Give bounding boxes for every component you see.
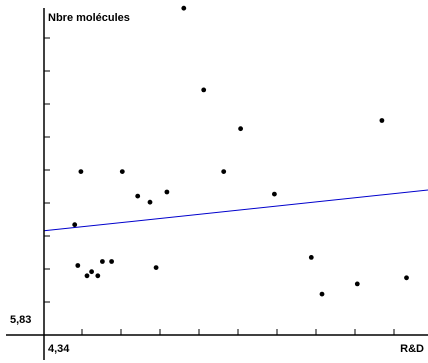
trend-line	[43, 189, 428, 232]
data-point-13	[181, 5, 187, 11]
y-axis-label: Nbre molécules	[48, 12, 130, 24]
x-axis-label: R&D	[400, 343, 424, 355]
y-origin-label: 5,83	[10, 314, 31, 326]
data-point-4	[89, 269, 94, 275]
x-origin-label: 4,34	[48, 343, 70, 355]
data-point-16	[238, 126, 244, 132]
data-point-3	[84, 273, 90, 279]
data-point-2	[78, 169, 84, 175]
axis-ticks	[44, 37, 395, 335]
data-point-6	[100, 259, 105, 264]
data-point-0	[72, 222, 78, 228]
data-point-15	[221, 169, 227, 175]
data-point-10	[147, 199, 153, 205]
data-point-17	[272, 191, 277, 197]
data-point-18	[308, 255, 314, 260]
data-point-20	[354, 281, 360, 287]
data-point-7	[109, 259, 114, 264]
data-point-12	[164, 189, 170, 195]
data-point-19	[319, 291, 325, 297]
data-point-1	[75, 263, 81, 268]
data-point-9	[135, 193, 141, 199]
data-point-5	[95, 273, 101, 279]
data-point-11	[153, 265, 159, 270]
data-point-22	[404, 275, 409, 281]
data-point-8	[119, 169, 125, 175]
data-points	[72, 5, 409, 297]
data-point-21	[379, 118, 385, 123]
data-point-14	[201, 87, 207, 93]
